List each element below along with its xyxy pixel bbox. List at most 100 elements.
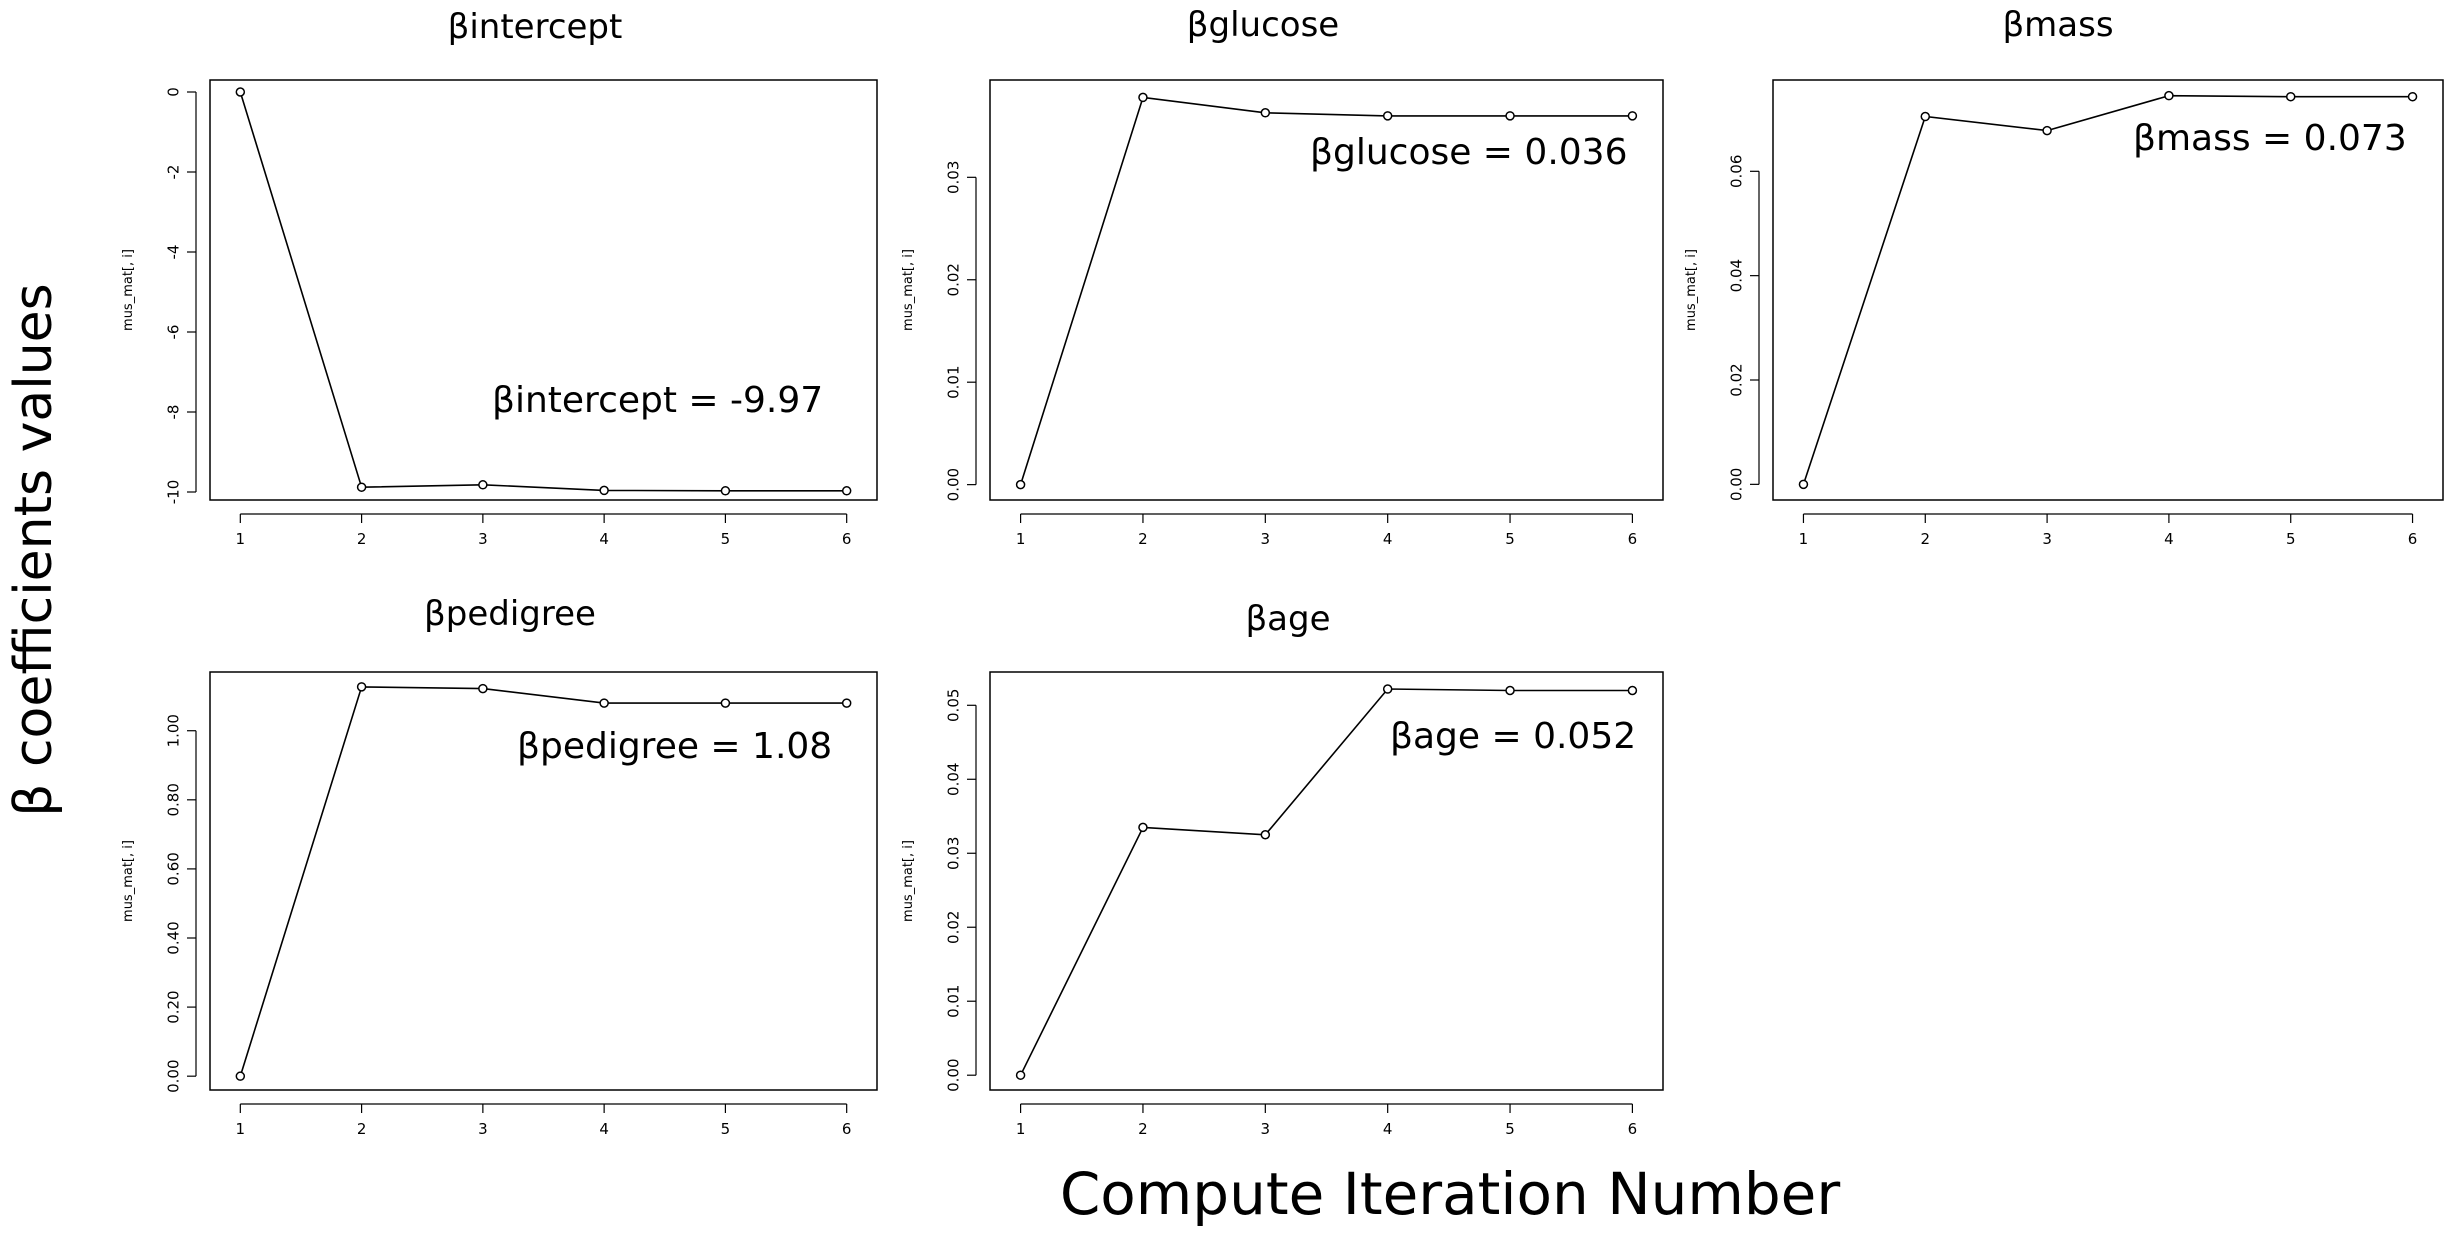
x-tick-label: 2 xyxy=(1138,530,1148,548)
x-tick-label: 1 xyxy=(1016,530,1026,548)
x-tick-label: 2 xyxy=(357,530,367,548)
x-tick-label: 4 xyxy=(2164,530,2174,548)
y-tick-label: -8 xyxy=(165,405,183,420)
plot-frame xyxy=(989,671,1664,1091)
y-tick-label: -10 xyxy=(165,480,183,505)
data-point xyxy=(599,698,609,708)
data-point xyxy=(841,486,852,496)
series-line xyxy=(1019,688,1633,1076)
panel-1: βintercept 1 2 3 4 5 6 0 -2 -4 -6 -8 -10 mus_mat[, i]… xyxy=(121,7,878,548)
series-line xyxy=(1019,96,1633,485)
x-tick-label: 4 xyxy=(599,1120,609,1138)
data-point xyxy=(2285,91,2296,102)
data-point xyxy=(841,698,852,708)
x-tick-label: 6 xyxy=(2408,530,2418,548)
data-point xyxy=(2407,91,2418,102)
data-point xyxy=(1015,479,1026,490)
x-tick-label: 3 xyxy=(1261,1120,1271,1138)
panel-y-label: mus_mat[, i] xyxy=(901,840,916,922)
x-tick-label: 1 xyxy=(1016,1120,1026,1138)
panel-title: βglucose xyxy=(1187,5,1339,45)
y-tick-label: 0.01 xyxy=(945,365,963,398)
panel-title: βpedigree xyxy=(424,594,596,634)
data-point xyxy=(356,482,367,492)
y-tick-label: 0.03 xyxy=(945,837,963,870)
panel-title: βage xyxy=(1245,599,1330,639)
x-tick-label: 2 xyxy=(1920,530,1930,548)
y-tick-label: 0 xyxy=(165,87,183,97)
value-annotation: βglucose = 0.036 xyxy=(1310,132,1627,173)
x-tick-label: 5 xyxy=(1505,530,1515,548)
y-tick-label: 0.01 xyxy=(945,985,963,1018)
x-tick-label: 2 xyxy=(1138,1120,1148,1138)
y-tick-label: 0.02 xyxy=(1728,363,1746,396)
x-tick-label: 3 xyxy=(2042,530,2052,548)
panel-y-label: mus_mat[, i] xyxy=(1684,249,1699,331)
series-line xyxy=(239,91,847,492)
data-point xyxy=(1382,111,1393,121)
panel-5: βage 1 2 3 4 5 6 0.00 0.01 0.02 0.03 0.04 0.05 mus_ma… xyxy=(901,599,1664,1138)
x-tick-label: 6 xyxy=(842,1120,852,1138)
data-point xyxy=(1382,684,1393,694)
y-tick-label: -2 xyxy=(165,165,183,180)
data-point xyxy=(1505,685,1515,696)
data-point xyxy=(1920,111,1931,122)
x-tick-label: 6 xyxy=(1628,1120,1638,1138)
plot-frame xyxy=(209,79,878,501)
data-point xyxy=(235,87,246,97)
y-tick-label: 0.06 xyxy=(1728,155,1746,188)
series-line xyxy=(239,686,847,1077)
x-tick-label: 4 xyxy=(599,530,609,548)
panel-y-label: mus_mat[, i] xyxy=(121,840,136,922)
x-tick-label: 4 xyxy=(1383,530,1393,548)
figure-x-axis-label: Compute Iteration Number xyxy=(1059,1160,1841,1228)
data-point xyxy=(356,682,367,692)
panel-2: βglucose 1 2 3 4 5 6 0.00 0.01 0.02 0.03 mus_mat[, … xyxy=(901,5,1664,548)
y-tick-label: 0.00 xyxy=(945,468,963,501)
plot-frame xyxy=(1772,79,2444,501)
x-tick-label: 6 xyxy=(842,530,852,548)
figure-y-axis-label-text: β coefficients values xyxy=(4,283,65,817)
panel-y-label: mus_mat[, i] xyxy=(901,249,916,331)
data-point xyxy=(1260,830,1271,840)
x-tick-label: 3 xyxy=(478,1120,488,1138)
x-tick-label: 6 xyxy=(1628,530,1638,548)
data-point xyxy=(1138,822,1148,833)
data-point xyxy=(720,486,731,496)
y-tick-label: 0.03 xyxy=(945,161,963,194)
x-tick-label: 2 xyxy=(357,1120,367,1138)
x-tick-label: 5 xyxy=(721,1120,731,1138)
y-tick-label: -6 xyxy=(165,325,183,340)
x-tick-label: 3 xyxy=(478,530,488,548)
data-point xyxy=(235,1071,246,1081)
plot-frame xyxy=(209,671,878,1091)
data-point xyxy=(1015,1070,1026,1080)
y-tick-label: 0.40 xyxy=(165,921,183,954)
x-tick-label: 5 xyxy=(1505,1120,1515,1138)
y-tick-label: 0.80 xyxy=(165,783,183,816)
y-tick-label: 0.00 xyxy=(165,1059,183,1092)
data-point xyxy=(2164,90,2174,101)
value-annotation: βage = 0.052 xyxy=(1390,716,1636,757)
y-tick-label: 0.05 xyxy=(945,689,963,722)
data-point xyxy=(1260,108,1271,118)
panel-title: βintercept xyxy=(448,7,623,47)
panel-y-label: mus_mat[, i] xyxy=(121,249,136,331)
y-tick-label: 0.00 xyxy=(945,1059,963,1092)
value-annotation: βmass = 0.073 xyxy=(2133,118,2407,159)
figure-y-axis-label: β coefficients values xyxy=(4,200,64,900)
x-tick-label: 4 xyxy=(1383,1120,1393,1138)
y-tick-label: 0.04 xyxy=(945,763,963,796)
y-tick-label: 0.02 xyxy=(945,263,963,296)
data-point xyxy=(478,480,488,490)
panel-3: βmass 1 2 3 4 5 6 0.00 0.02 0.04 0.06 mus_mat[, i] β… xyxy=(1684,5,2444,548)
x-tick-label: 1 xyxy=(236,530,246,548)
data-point xyxy=(599,485,609,496)
data-point xyxy=(478,683,488,694)
y-tick-label: -4 xyxy=(165,245,183,260)
y-tick-label: 0.60 xyxy=(165,852,183,885)
data-point xyxy=(1505,111,1515,121)
value-annotation: βintercept = -9.97 xyxy=(492,380,823,421)
